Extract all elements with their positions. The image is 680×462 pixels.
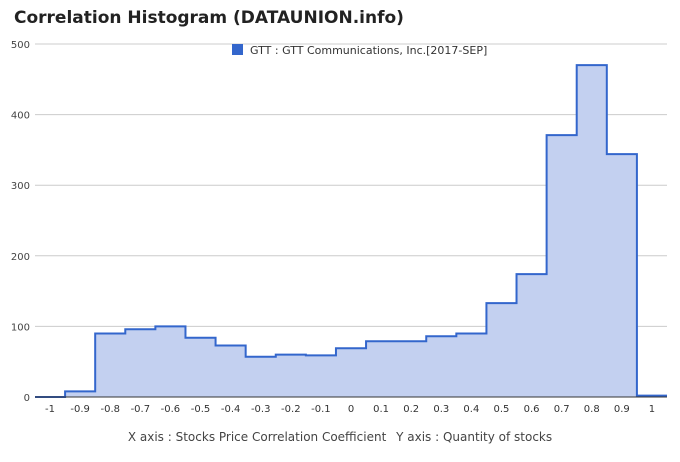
histogram-bin — [65, 391, 95, 397]
x-tick-label: -0.8 — [100, 404, 120, 415]
x-axis-caption: X axis : Stocks Price Correlation Coeffi… — [127, 430, 387, 444]
histogram-series-line — [35, 64, 667, 398]
x-tick-label: -1 — [45, 404, 55, 415]
x-tick-label: -0.1 — [311, 404, 331, 415]
x-tick-label: 0.3 — [433, 404, 449, 415]
histogram-bin — [246, 357, 276, 397]
histogram-bin — [306, 355, 336, 397]
x-tick-label: 0.4 — [463, 404, 479, 415]
x-tick-label: -0.5 — [191, 404, 211, 415]
histogram-bin — [396, 341, 426, 397]
x-tick-label: 0.9 — [614, 404, 630, 415]
histogram-bin — [125, 329, 155, 397]
x-tick-label: -0.7 — [131, 404, 151, 415]
x-tick-label: 0.6 — [524, 404, 540, 415]
x-tick-label: -0.3 — [251, 404, 271, 415]
y-tick-label: 300 — [11, 181, 30, 192]
y-tick-label: 500 — [11, 40, 30, 51]
legend-swatch — [232, 44, 243, 55]
chart-title: Correlation Histogram (DATAUNION.info) — [14, 8, 404, 28]
x-tick-label: 0 — [348, 404, 354, 415]
y-tick-label: 400 — [11, 111, 30, 122]
histogram-bin — [577, 65, 607, 397]
histogram-bin — [517, 274, 547, 397]
histogram-fill — [35, 65, 667, 398]
x-tick-label: 0.7 — [554, 404, 570, 415]
histogram-bin — [336, 348, 366, 397]
axis-captions: X axis : Stocks Price Correlation Coeffi… — [0, 430, 680, 444]
y-axis-caption: Y axis : Quantity of stocks — [396, 430, 553, 444]
histogram-bin — [366, 341, 396, 397]
legend-label: GTT : GTT Communications, Inc.[2017-SEP] — [250, 44, 487, 57]
x-tick-label: -0.9 — [70, 404, 90, 415]
legend: GTT : GTT Communications, Inc.[2017-SEP] — [232, 44, 487, 57]
y-tick-label: 100 — [11, 322, 30, 333]
histogram-bin — [276, 355, 306, 397]
histogram-bin — [547, 135, 577, 397]
histogram-bin — [95, 333, 125, 397]
x-tick-label: -0.6 — [161, 404, 181, 415]
histogram-bin — [456, 333, 486, 397]
y-tick-label: 0 — [24, 393, 30, 404]
x-axis-ticks: -1 -0.9 -0.8 -0.7 -0.6 -0.5 -0.4 -0.3 -0.2 -0.1 0 0… — [45, 404, 655, 415]
x-tick-label: -0.4 — [221, 404, 241, 415]
histogram-bin — [155, 326, 185, 397]
histogram-bin — [607, 154, 637, 397]
x-tick-label: 0.1 — [373, 404, 389, 415]
histogram-bin — [185, 338, 215, 397]
histogram-bin — [216, 345, 246, 397]
x-tick-label: 1 — [649, 404, 655, 415]
histogram-bin — [426, 336, 456, 397]
histogram-bin — [486, 303, 516, 397]
x-tick-label: 0.2 — [403, 404, 419, 415]
y-axis-ticks: 0 100 200 300 400 500 — [11, 40, 30, 404]
y-tick-label: 200 — [11, 252, 30, 263]
histogram-area — [35, 64, 667, 398]
x-tick-label: 0.8 — [584, 404, 600, 415]
x-tick-label: -0.2 — [281, 404, 301, 415]
x-tick-label: 0.5 — [494, 404, 510, 415]
